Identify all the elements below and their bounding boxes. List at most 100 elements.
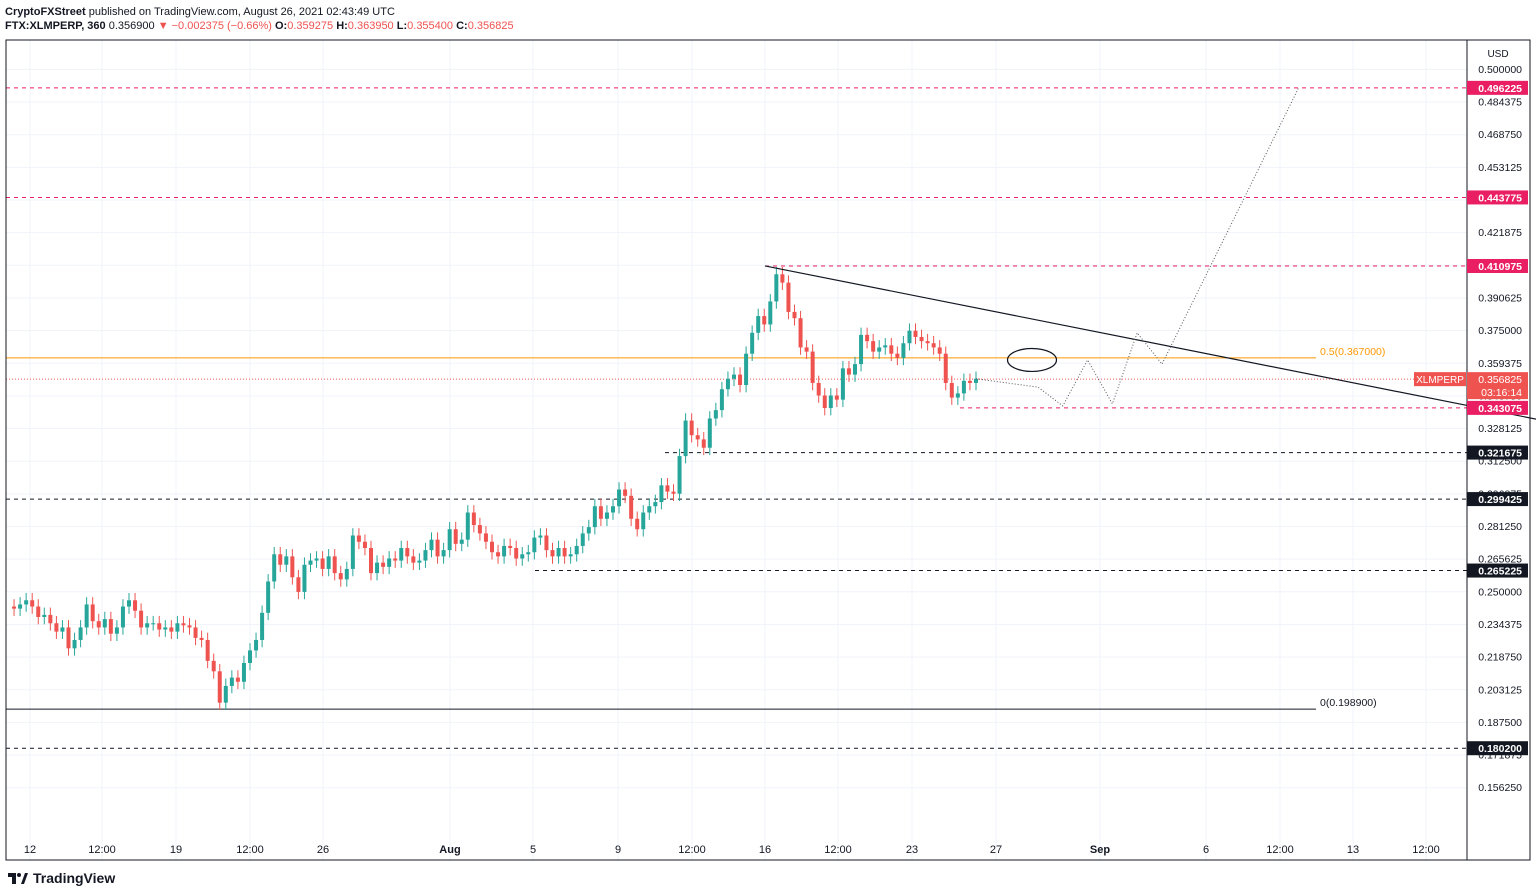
time-tick-label: 9 bbox=[615, 844, 621, 856]
price-tick-label: 0.421875 bbox=[1478, 227, 1522, 239]
candle-body bbox=[417, 560, 422, 563]
publisher-name[interactable]: CryptoFXStreet bbox=[5, 6, 86, 18]
price-label-box bbox=[1467, 190, 1528, 205]
candle-body bbox=[798, 318, 803, 348]
candle-body bbox=[538, 535, 543, 538]
candle-body bbox=[477, 525, 482, 534]
candle-body bbox=[544, 535, 549, 551]
price-labels: 0.496225 0.443775 0.410975 0.343075 0.321675… bbox=[1414, 80, 1528, 756]
time-tick-label: 12:00 bbox=[1266, 844, 1294, 856]
time-axis[interactable]: 12 12:00 19 12:00 26 Aug 5 9 12:00 16 12:00 23 27 Sep… bbox=[24, 844, 1440, 856]
price-tick-label: 0.218750 bbox=[1478, 652, 1522, 664]
open-label: O: bbox=[275, 20, 288, 32]
price-tick-label: 0.468750 bbox=[1478, 129, 1522, 141]
candle-body bbox=[556, 548, 561, 557]
time-tick-label: Sep bbox=[1090, 844, 1110, 856]
trend-line bbox=[764, 265, 1536, 420]
candle-body bbox=[320, 558, 325, 569]
symbol-label-box bbox=[1414, 372, 1466, 387]
candle-body bbox=[804, 347, 809, 352]
candle-body bbox=[496, 552, 501, 557]
candle-body bbox=[840, 368, 845, 400]
candle-body bbox=[369, 548, 373, 574]
candle-body bbox=[550, 550, 555, 557]
price-tick-label: 0.359375 bbox=[1478, 358, 1522, 370]
price-label-text: 0.343075 bbox=[1478, 403, 1522, 415]
candle-body bbox=[883, 345, 888, 348]
candle-body bbox=[732, 374, 736, 379]
time-tick-label: 26 bbox=[317, 844, 329, 856]
candle-body bbox=[254, 639, 259, 651]
candle-body bbox=[750, 332, 755, 354]
candle-body bbox=[846, 368, 851, 375]
candle-body bbox=[399, 548, 404, 561]
low-value: 0.355400 bbox=[407, 20, 454, 32]
candle-body bbox=[834, 395, 839, 400]
candle-body bbox=[647, 506, 652, 513]
price-tick-label: 0.500000 bbox=[1478, 64, 1522, 76]
candle-body bbox=[127, 600, 131, 607]
time-tick-label: 12:00 bbox=[236, 844, 264, 856]
candle-body bbox=[671, 491, 676, 494]
price-label-box bbox=[1467, 445, 1528, 460]
candle-body bbox=[157, 623, 162, 630]
candle-body bbox=[350, 535, 355, 569]
low-label: L: bbox=[396, 20, 408, 32]
candle-body bbox=[901, 343, 906, 358]
candle-body bbox=[284, 556, 289, 565]
candle-body bbox=[326, 556, 331, 569]
candle-body bbox=[937, 347, 942, 354]
candle-body bbox=[308, 560, 313, 565]
time-tick-label: 27 bbox=[990, 844, 1002, 856]
candle-body bbox=[344, 568, 349, 580]
candle-body bbox=[217, 671, 222, 703]
candle-body bbox=[683, 420, 688, 457]
candle-body bbox=[435, 539, 440, 557]
grid-lines bbox=[6, 40, 1467, 860]
price-axis[interactable]: USD0.5000000.4843750.4687500.4531250.437… bbox=[1478, 49, 1522, 794]
candle-body bbox=[786, 282, 791, 312]
candle-body bbox=[677, 456, 682, 494]
candle-body bbox=[520, 554, 525, 559]
symbol-label[interactable]: FTX:XLMPERP, 360 bbox=[5, 20, 106, 32]
candle-body bbox=[895, 353, 900, 358]
candle-body bbox=[713, 410, 718, 419]
candle-body bbox=[774, 274, 779, 302]
time-tick-label: 12:00 bbox=[824, 844, 852, 856]
candle-body bbox=[695, 435, 700, 440]
candle-body bbox=[659, 485, 664, 503]
candle-body bbox=[423, 550, 428, 561]
candle-body bbox=[60, 627, 65, 632]
currency-label: USD bbox=[1487, 49, 1508, 60]
candle-body bbox=[441, 550, 446, 557]
price-tick-label: 0.453125 bbox=[1478, 162, 1522, 174]
candle-body bbox=[199, 637, 204, 640]
candle-body bbox=[719, 389, 724, 411]
candle-body bbox=[580, 533, 585, 546]
price-tick-label: 0.328125 bbox=[1478, 423, 1522, 435]
candle-body bbox=[514, 548, 519, 559]
time-tick-label: 5 bbox=[530, 844, 536, 856]
price-label-box bbox=[1467, 80, 1528, 95]
price-tick-label: 0.281250 bbox=[1478, 521, 1522, 533]
candle-body bbox=[169, 627, 174, 632]
candle-body bbox=[66, 627, 71, 649]
price-tick-label: 0.265625 bbox=[1478, 554, 1522, 566]
candle-body bbox=[762, 316, 767, 325]
close-value: 0.356825 bbox=[467, 20, 514, 32]
time-tick-label: 13 bbox=[1347, 844, 1359, 856]
candle-body bbox=[574, 545, 579, 555]
candle-body bbox=[133, 600, 138, 611]
current-price-text: 0.356825 bbox=[1478, 374, 1522, 386]
candle-body bbox=[756, 316, 761, 333]
candle-body bbox=[562, 548, 567, 557]
candle-body bbox=[859, 334, 864, 365]
candle-body bbox=[405, 548, 410, 557]
tradingview-brand[interactable]: TradingView bbox=[33, 870, 116, 886]
price-label-text: 0.180200 bbox=[1478, 743, 1522, 755]
candle-body bbox=[768, 301, 773, 325]
candle-body bbox=[241, 662, 246, 682]
candle-body bbox=[175, 623, 180, 632]
candle-body bbox=[526, 552, 531, 555]
